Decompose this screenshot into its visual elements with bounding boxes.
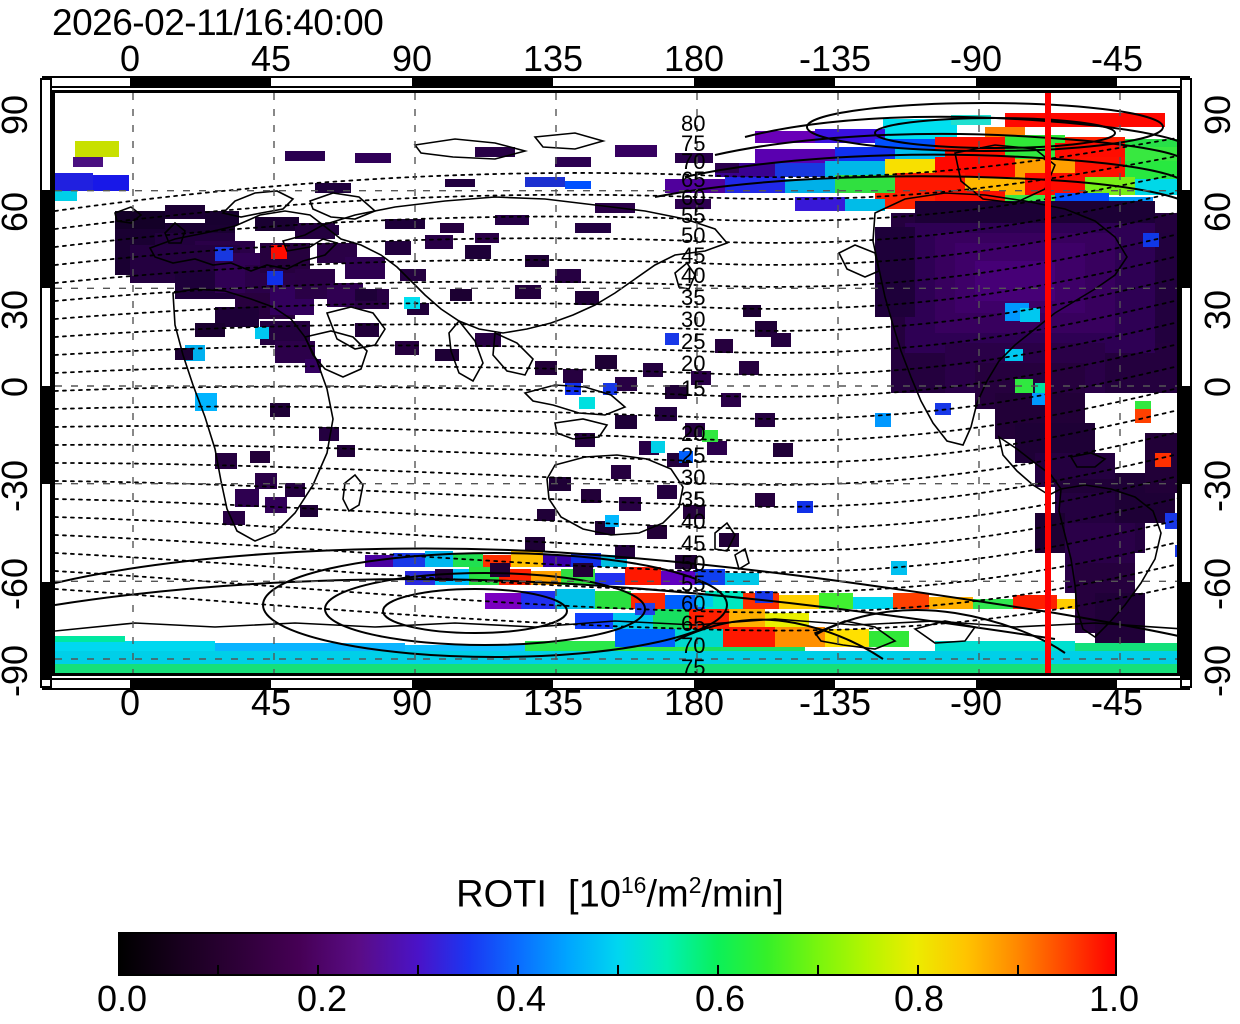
bottom-tick-0: 0 bbox=[119, 682, 141, 723]
colorbar-label-1: 0.2 bbox=[296, 978, 348, 1019]
axis-ruler-bottom bbox=[42, 678, 1190, 690]
top-tick-45: 45 bbox=[250, 38, 292, 79]
top-tick-135: 135 bbox=[522, 38, 584, 79]
maglat-label-s25: 25 bbox=[681, 443, 706, 468]
maglat-label-15: 15 bbox=[681, 376, 706, 401]
maglat-label-s55: 55 bbox=[681, 571, 706, 596]
maglat-label-s35: 35 bbox=[681, 487, 706, 512]
colorbar-label-5: 1.0 bbox=[1088, 978, 1140, 1019]
maglat-label-s20: 20 bbox=[681, 421, 706, 446]
maglat-label-65: 65 bbox=[681, 167, 706, 192]
right-tick-m30: -30 bbox=[1197, 459, 1238, 513]
maglat-label-s30: 30 bbox=[681, 465, 706, 490]
top-axis-labels: 0 45 90 135 180 -135 -90 -45 bbox=[0, 38, 1240, 82]
maglat-label-55: 55 bbox=[681, 203, 706, 228]
colorbar-title: ROTI [1016/m2/min] bbox=[0, 872, 1240, 917]
right-tick-0: 0 bbox=[1197, 376, 1238, 398]
geographic-graticule bbox=[55, 93, 1177, 673]
axis-ruler-left bbox=[40, 78, 52, 688]
colorbar-title-main: ROTI bbox=[456, 873, 547, 916]
top-tick-180: 180 bbox=[663, 38, 725, 79]
left-tick-m30: -30 bbox=[0, 459, 35, 513]
maglat-label-45: 45 bbox=[681, 243, 706, 268]
colorbar-tick-0.8 bbox=[917, 965, 919, 976]
right-axis-labels: 90 60 30 0 -30 -60 -90 bbox=[1188, 0, 1240, 1024]
right-tick-90: 90 bbox=[1197, 94, 1238, 136]
maglat-label-s75: 75 bbox=[681, 655, 706, 673]
maglat-label-s65: 65 bbox=[681, 611, 706, 636]
maglat-label-35: 35 bbox=[681, 285, 706, 310]
colorbar-title-units-tail: /min] bbox=[701, 873, 784, 916]
maglat-label-25: 25 bbox=[681, 329, 706, 354]
coastline-layer bbox=[55, 132, 1177, 650]
colorbar-tick-0.4 bbox=[517, 965, 519, 976]
colorbar-title-units-suffix: /m bbox=[646, 873, 689, 916]
maglat-label-s40: 40 bbox=[681, 509, 706, 534]
maglat-label-40: 40 bbox=[681, 263, 706, 288]
top-tick-0: 0 bbox=[119, 38, 141, 79]
maglat-label-s60: 60 bbox=[681, 591, 706, 616]
top-tick-90: 90 bbox=[391, 38, 433, 79]
colorbar-tick-0.1 bbox=[217, 965, 219, 976]
maglat-label-group-north: 80 75 70 65 60 55 50 45 40 35 30 25 20 1… bbox=[681, 93, 751, 401]
colorbar-title-units-prefix: [10 bbox=[568, 873, 621, 916]
maglat-label-30: 30 bbox=[681, 307, 706, 332]
red-meridian-line bbox=[1045, 93, 1051, 673]
top-tick-m45: -45 bbox=[1090, 38, 1144, 79]
colorbar-title-exponent2: 2 bbox=[688, 872, 702, 898]
left-tick-m60: -60 bbox=[0, 557, 35, 611]
colorbar-title-exponent: 16 bbox=[620, 872, 647, 898]
axis-ruler-top bbox=[42, 76, 1190, 88]
colorbar-tick-0.6 bbox=[717, 965, 719, 976]
left-tick-0: 0 bbox=[0, 342, 36, 432]
maglat-label-group-south: 20 25 30 35 40 45 50 55 60 65 70 75 bbox=[681, 393, 751, 673]
colorbar-label-0: 0.0 bbox=[96, 978, 148, 1019]
right-tick-m90: -90 bbox=[1197, 644, 1238, 698]
colorbar-tick-0.3 bbox=[417, 965, 419, 976]
top-tick-m90: -90 bbox=[949, 38, 1003, 79]
colorbar-label-2: 0.4 bbox=[495, 978, 547, 1019]
colorbar[interactable] bbox=[118, 932, 1117, 976]
colorbar-tick-0.2 bbox=[317, 965, 319, 976]
maglat-label-80: 80 bbox=[681, 111, 706, 136]
top-tick-m135: -135 bbox=[798, 38, 872, 79]
colorbar-tick-0.9 bbox=[1017, 965, 1019, 976]
maglat-label-75: 75 bbox=[681, 131, 706, 156]
maglat-label-s45: 45 bbox=[681, 531, 706, 556]
maglat-label-50: 50 bbox=[681, 223, 706, 248]
roti-world-map-plot[interactable]: 80 75 70 65 60 55 50 45 40 35 30 25 20 1… bbox=[52, 90, 1180, 676]
page-title: 2026-02-11/16:40:00 bbox=[52, 2, 384, 43]
maglat-label-60: 60 bbox=[681, 185, 706, 210]
left-tick-60: 60 bbox=[0, 191, 35, 233]
colorbar-tick-labels: 0.0 0.2 0.4 0.6 0.8 1.0 bbox=[0, 978, 1240, 1022]
left-tick-90: 90 bbox=[0, 94, 35, 136]
right-tick-m60: -60 bbox=[1197, 557, 1238, 611]
colorbar-label-3: 0.6 bbox=[694, 978, 746, 1019]
right-tick-60: 60 bbox=[1197, 191, 1238, 233]
left-tick-m90: -90 bbox=[0, 644, 35, 698]
colorbar-tick-0.7 bbox=[817, 965, 819, 976]
maglat-label-20: 20 bbox=[681, 351, 706, 376]
maglat-label-70: 70 bbox=[681, 149, 706, 174]
colorbar-tick-0.5 bbox=[617, 965, 619, 976]
axis-ruler-right bbox=[1180, 78, 1192, 688]
maglat-label-s50: 50 bbox=[681, 551, 706, 576]
colorbar-label-4: 0.8 bbox=[893, 978, 945, 1019]
maglat-label-s70: 70 bbox=[681, 633, 706, 658]
